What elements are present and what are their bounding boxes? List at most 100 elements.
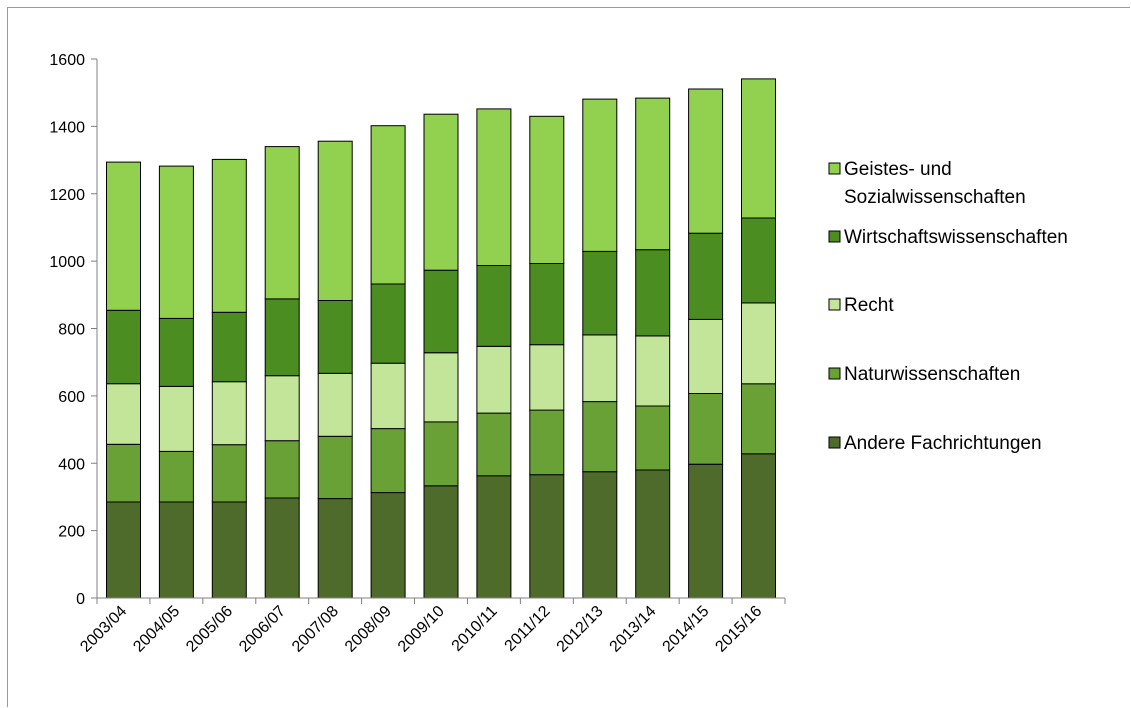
legend-label: Naturwissenschaften [844,364,1020,385]
bar-segment [158,451,194,503]
bar-segment [211,311,247,383]
bar-segment [106,501,141,599]
bar-segment [476,345,512,414]
bar-segment [370,428,406,494]
legend-label: Wirtschaftswissenschaften [844,227,1068,248]
bar-segment [423,485,459,599]
bar-segment [264,298,300,377]
bar-segment [264,497,300,599]
bar-segment [106,309,141,385]
bar-segment [317,372,353,437]
bar-segment [106,383,141,445]
bar-segment [529,474,565,599]
bar-segment [211,158,247,313]
bar-segment [423,352,459,423]
bar-segment [158,385,194,452]
y-tick-label: 1200 [49,187,85,204]
bar-segment [635,249,671,337]
bar-segment [635,335,671,407]
legend-swatch [828,367,841,380]
bar-segment [370,125,406,285]
bar-segment [529,115,565,264]
x-tick-label: 2008/09 [342,603,395,656]
bar-segment [688,463,724,599]
bar-segment [476,265,512,347]
bar-segment [264,440,300,499]
bar-segment [317,300,353,374]
bar-segment [582,98,618,252]
x-tick-label: 2012/13 [554,603,607,656]
bar-segment [423,421,459,487]
x-tick-label: 2011/12 [502,603,554,655]
bar-segment [688,232,724,320]
x-tick-label: 2013/14 [607,603,660,656]
bar-segment [317,435,353,500]
legend-label: Geistes- und Sozialwissenschaften [844,159,1026,208]
x-tick-label: 2015/16 [712,603,765,656]
chart-frame [7,7,1130,707]
y-tick-label: 0 [76,591,85,608]
bar-segment [106,161,141,311]
x-tick-label: 2010/11 [449,603,501,655]
legend-swatch [828,230,841,243]
bar-segment [582,471,618,599]
bars-layer [106,78,776,599]
bar-segment [211,501,247,599]
bar-segment [582,250,618,336]
legend-swatch [828,298,841,311]
bar-segment [688,318,724,394]
y-tick-label: 1600 [49,52,85,69]
bar-segment [635,405,671,471]
legend-swatch [828,162,841,175]
bar-segment [211,381,247,446]
bar-segment [264,375,300,442]
x-tick-label: 2014/15 [660,603,713,656]
bar-segment [158,317,194,387]
legend: Geistes- und Sozialwissenschaften Wirtscha… [828,159,1068,454]
y-tick-label: 1400 [49,119,85,136]
y-tick-label: 800 [58,322,85,339]
legend-label: Recht [844,295,894,316]
bar-segment [741,78,776,219]
x-tick-label: 2005/06 [183,603,236,656]
y-tick-label: 600 [58,389,85,406]
x-tick-label: 2009/10 [395,603,448,656]
bar-segment [476,475,512,599]
bar-segment [635,469,671,599]
legend-label: Andere Fachrichtungen [844,433,1042,454]
bar-segment [529,409,565,476]
bar-segment [264,146,300,300]
bar-segment [529,344,565,411]
bar-segment [423,269,459,354]
bar-segment [582,401,618,473]
bar-segment [582,334,618,403]
bar-segment [741,453,776,599]
bar-segment [370,283,406,364]
bar-segment [741,302,776,385]
x-tick-label: 2007/08 [289,603,342,656]
bar-segment [370,362,406,430]
bar-segment [423,113,459,271]
bar-segment [317,140,353,301]
x-tick-label: 2006/07 [236,603,289,656]
y-tick-label: 400 [58,456,85,473]
x-tick-label: 2003/04 [77,603,130,656]
bar-segment [741,383,776,455]
bar-segment [529,263,565,346]
bar-segment [635,97,671,251]
bar-segment [106,443,141,503]
bar-segment [741,217,776,304]
bar-segment [688,88,724,234]
bar-segment [476,108,512,267]
y-tick-label: 200 [58,524,85,541]
bar-segment [688,393,724,465]
bar-segment [317,498,353,599]
bar-segment [211,444,247,503]
bar-segment [158,165,194,319]
bar-segment [476,412,512,477]
bar-segment [370,492,406,599]
y-tick-label: 1000 [49,254,85,271]
legend-swatch [828,436,841,449]
x-tick-label: 2004/05 [130,603,183,656]
